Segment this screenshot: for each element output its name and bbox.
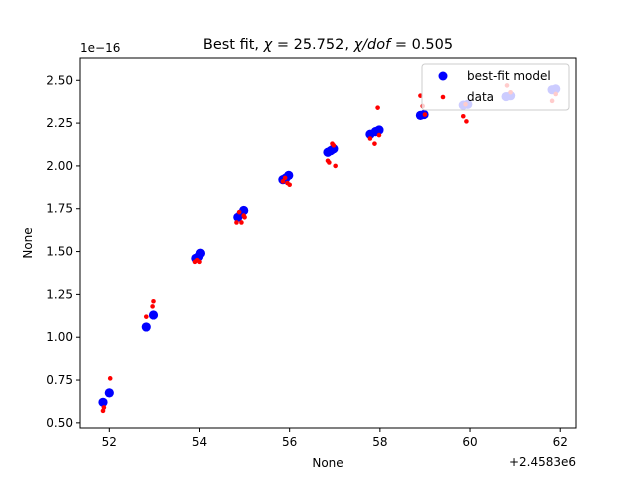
data-point <box>331 143 337 148</box>
y-tick-label: 2.50 <box>46 73 73 87</box>
data-point <box>101 405 107 410</box>
data-point <box>151 298 156 304</box>
data-point <box>367 136 373 141</box>
legend-marker-data <box>440 94 446 100</box>
data-point <box>239 220 244 225</box>
data-point <box>236 209 242 215</box>
y-scale-label: 1e−16 <box>80 41 120 55</box>
y-tick-label: 2.25 <box>46 116 73 130</box>
data-point <box>150 304 155 309</box>
x-tick-label: 52 <box>102 435 117 449</box>
x-tick-label: 56 <box>282 435 297 449</box>
model-point <box>374 125 384 135</box>
x-axis-ticks: 52 54 56 58 60 62 <box>102 428 568 449</box>
legend-box <box>421 63 570 111</box>
model-point <box>98 397 108 407</box>
y-tick-label: 1.50 <box>46 245 73 259</box>
x-offset-label: +2.4583e6 <box>509 455 576 469</box>
data-point <box>460 113 466 119</box>
model-point <box>329 144 339 154</box>
model-point <box>141 322 151 332</box>
data-point <box>333 163 338 169</box>
model-point <box>195 248 205 258</box>
data-point <box>242 215 247 220</box>
y-axis-label: None <box>21 227 35 258</box>
x-tick-label: 62 <box>553 435 568 449</box>
y-tick-label: 0.75 <box>46 373 73 387</box>
data-point <box>376 132 382 138</box>
data-point <box>107 376 113 381</box>
y-tick-label: 1.75 <box>46 202 73 216</box>
y-axis-ticks: 0.50 0.75 1.00 1.25 1.50 1.75 2.00 2.25 2.50 <box>46 73 80 430</box>
plot-frame <box>79 57 577 429</box>
chart-title: Best fit, χ = 25.752, χ/dof = 0.505 <box>203 37 453 53</box>
data-point <box>197 259 202 265</box>
data-point <box>422 112 428 117</box>
model-point <box>104 388 114 398</box>
data-point <box>282 175 288 181</box>
legend-marker-model <box>438 71 448 81</box>
data-point <box>234 220 239 225</box>
legend-label-model: best-fit model <box>467 69 551 83</box>
model-point <box>148 310 159 320</box>
data-point <box>143 314 149 319</box>
legend: best-fit model data <box>421 63 570 111</box>
y-tick-label: 2.00 <box>46 159 73 173</box>
x-tick-label: 54 <box>192 435 207 449</box>
data-point <box>464 119 469 124</box>
legend-label-data: data <box>467 90 494 104</box>
x-tick-label: 58 <box>372 435 387 449</box>
data-point <box>280 179 286 184</box>
data-point <box>287 182 292 188</box>
data-point <box>375 105 380 110</box>
y-tick-label: 1.00 <box>46 330 73 344</box>
y-tick-label: 1.25 <box>46 287 73 301</box>
data-point <box>327 160 332 165</box>
y-tick-label: 0.50 <box>46 416 73 430</box>
x-axis-label: None <box>312 456 343 470</box>
x-tick-label: 60 <box>462 435 477 449</box>
data-point <box>372 141 377 146</box>
